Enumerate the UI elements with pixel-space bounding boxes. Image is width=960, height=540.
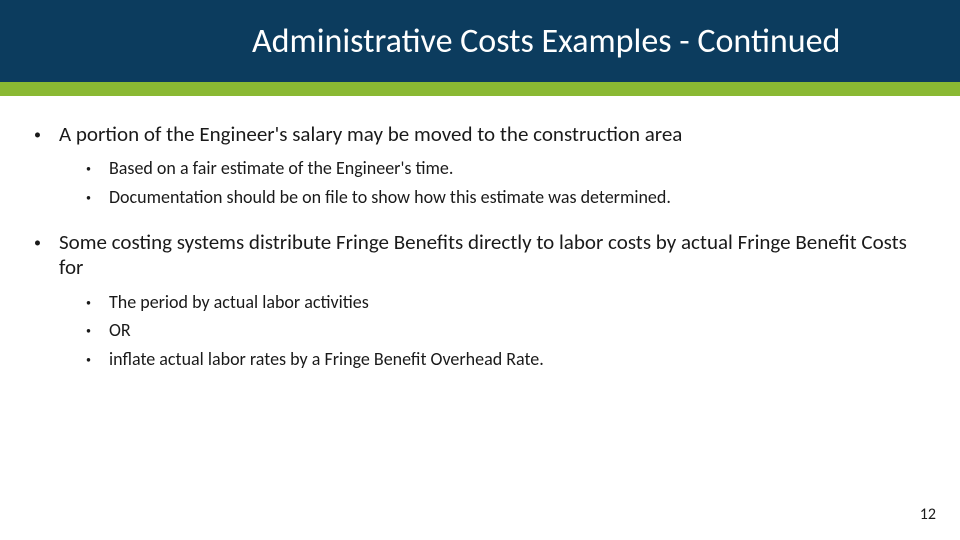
sub-bullet-group: • Based on a fair estimate of the Engine… xyxy=(86,157,926,208)
bullet-icon: • xyxy=(86,353,91,366)
bullet-text: A portion of the Engineer's salary may b… xyxy=(59,122,682,147)
bullet-level2: • The period by actual labor activities xyxy=(86,291,926,314)
sub-bullet-text: Documentation should be on file to show … xyxy=(109,186,671,209)
page-number: 12 xyxy=(920,505,936,524)
bullet-icon: • xyxy=(86,324,91,337)
bullet-icon: • xyxy=(86,296,91,309)
bullet-icon: • xyxy=(86,162,91,175)
bullet-level2: • Based on a fair estimate of the Engine… xyxy=(86,157,926,180)
bullet-level2: • Documentation should be on file to sho… xyxy=(86,186,926,209)
bullet-level2: • OR xyxy=(86,319,926,342)
slide-content: • A portion of the Engineer's salary may… xyxy=(0,96,960,370)
sub-bullet-text: Based on a fair estimate of the Engineer… xyxy=(109,157,453,180)
sub-bullet-text: OR xyxy=(109,319,131,342)
slide-title: Administrative Costs Examples - Continue… xyxy=(252,21,840,62)
bullet-level2: • inflate actual labor rates by a Fringe… xyxy=(86,348,926,371)
sub-bullet-text: inflate actual labor rates by a Fringe B… xyxy=(109,348,544,371)
bullet-level1: • Some costing systems distribute Fringe… xyxy=(34,230,926,280)
accent-bar xyxy=(0,82,960,96)
sub-bullet-group: • The period by actual labor activities … xyxy=(86,291,926,371)
bullet-level1: • A portion of the Engineer's salary may… xyxy=(34,122,926,147)
bullet-icon: • xyxy=(34,126,41,143)
slide-header: Administrative Costs Examples - Continue… xyxy=(0,0,960,82)
bullet-icon: • xyxy=(86,191,91,204)
sub-bullet-text: The period by actual labor activities xyxy=(109,291,369,314)
bullet-icon: • xyxy=(34,234,41,251)
bullet-text: Some costing systems distribute Fringe B… xyxy=(59,230,926,280)
